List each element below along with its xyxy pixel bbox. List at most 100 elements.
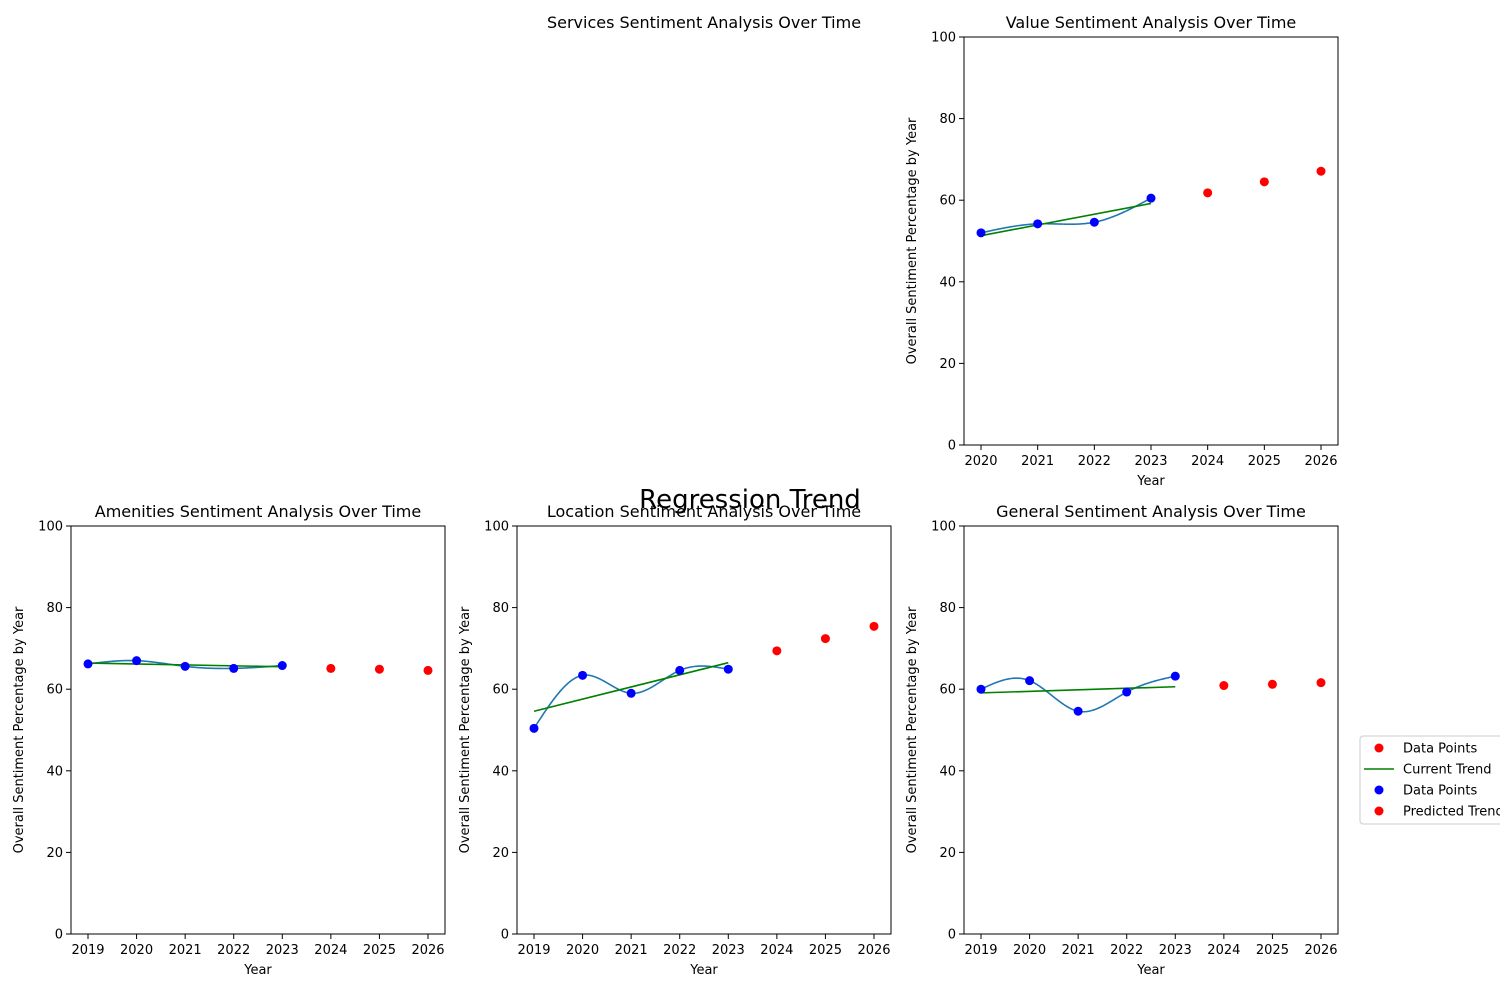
x-tick-label: 2022 (1110, 943, 1143, 958)
y-tick-label: 20 (46, 846, 63, 861)
x-tick-label: 2025 (1248, 454, 1281, 469)
y-tick-label: 100 (931, 520, 956, 535)
legend-dot-marker (1374, 806, 1384, 816)
y-tick-label: 40 (939, 275, 956, 290)
x-tick-label: 2020 (1013, 943, 1046, 958)
x-axis-label: Year (1136, 963, 1165, 978)
predicted-point (1203, 188, 1213, 198)
axes-frame (70, 525, 446, 935)
data-point (723, 664, 733, 674)
x-axis-label: Year (689, 963, 718, 978)
y-tick-label: 60 (46, 683, 63, 698)
data-point (1073, 706, 1083, 716)
subplot-title: Services Sentiment Analysis Over Time (547, 13, 861, 32)
data-point (1089, 217, 1099, 227)
legend-box (1359, 735, 1500, 825)
y-tick-label: 40 (46, 764, 63, 779)
x-tick-label: 2019 (517, 943, 550, 958)
subplot-services: Services Sentiment Analysis Over Time (547, 13, 861, 32)
x-tick-label: 2021 (1062, 943, 1095, 958)
y-tick-label: 0 (948, 439, 956, 454)
y-axis-label: Overall Sentiment Percentage by Year (905, 606, 920, 853)
x-tick-label: 2020 (964, 454, 997, 469)
data-point (578, 670, 588, 680)
data-point (1122, 687, 1132, 697)
y-tick-label: 60 (939, 683, 956, 698)
data-point (976, 684, 986, 694)
data-point (277, 661, 287, 671)
legend-label: Current Trend (1403, 763, 1492, 778)
data-point (132, 656, 142, 666)
predicted-point (869, 621, 879, 631)
legend-dot-marker (1374, 785, 1384, 795)
data-point (626, 688, 636, 698)
axes-frame (963, 36, 1339, 446)
x-tick-label: 2019 (964, 943, 997, 958)
data-point (976, 228, 986, 238)
legend-item-current-trend: Current Trend (1364, 763, 1492, 778)
data-point (1146, 193, 1156, 203)
x-tick-label: 2021 (169, 943, 202, 958)
x-tick-label: 2024 (314, 943, 347, 958)
x-tick-label: 2024 (1191, 454, 1224, 469)
subplot-title: Amenities Sentiment Analysis Over Time (95, 502, 421, 521)
subplot-amenities: Amenities Sentiment Analysis Over Time 20… (12, 502, 446, 978)
legend-label: Predicted Trend (1403, 805, 1500, 820)
predicted-point (820, 634, 830, 644)
subplot-title: Location Sentiment Analysis Over Time (547, 502, 861, 521)
y-tick-label: 80 (939, 112, 956, 127)
y-tick-label: 100 (38, 520, 63, 535)
predicted-point (772, 646, 782, 656)
x-tick-label: 2023 (712, 943, 745, 958)
y-tick-label: 0 (55, 928, 63, 943)
y-tick-label: 40 (939, 764, 956, 779)
x-axis-label: Year (243, 963, 272, 978)
x-tick-label: 2024 (1207, 943, 1240, 958)
current-trend-line (980, 202, 1152, 237)
x-tick-label: 2025 (809, 943, 842, 958)
subplot-location: Location Sentiment Analysis Over Time201… (458, 502, 892, 978)
y-tick-label: 20 (492, 846, 509, 861)
y-tick-label: 60 (939, 194, 956, 209)
current-trend-line (980, 685, 1176, 694)
y-tick-label: 60 (492, 683, 509, 698)
x-tick-label: 2020 (566, 943, 599, 958)
x-tick-label: 2026 (1304, 454, 1337, 469)
y-tick-label: 0 (501, 928, 509, 943)
y-tick-label: 0 (948, 928, 956, 943)
data-point (675, 665, 685, 675)
legend-item-data-points: Data Points (1374, 784, 1477, 799)
y-tick-label: 40 (492, 764, 509, 779)
legend-item-data-points: Data Points (1374, 742, 1477, 757)
subplot-title: General Sentiment Analysis Over Time (996, 502, 1306, 521)
y-tick-label: 100 (931, 31, 956, 46)
axes-frame (516, 525, 892, 935)
x-tick-label: 2026 (1304, 943, 1337, 958)
x-tick-label: 2026 (857, 943, 890, 958)
x-tick-label: 2022 (663, 943, 696, 958)
y-tick-label: 100 (484, 520, 509, 535)
figure-legend: Data Points Current Trend Data Points Predi… (1359, 735, 1500, 825)
x-tick-label: 2023 (1134, 454, 1167, 469)
predicted-point (1259, 177, 1269, 187)
subplot-general: General Sentiment Analysis Over Time 2019… (905, 502, 1339, 978)
predicted-point (1316, 678, 1326, 688)
smooth-curve (980, 197, 1152, 234)
x-axis-label: Year (1136, 474, 1165, 489)
predicted-point (374, 664, 384, 674)
y-tick-label: 20 (939, 846, 956, 861)
axes-frame (963, 525, 1339, 935)
x-tick-label: 2026 (411, 943, 444, 958)
y-tick-label: 20 (939, 357, 956, 372)
x-tick-label: 2023 (266, 943, 299, 958)
data-point (1033, 219, 1043, 229)
y-tick-label: 80 (492, 601, 509, 616)
y-axis-label: Overall Sentiment Percentage by Year (458, 606, 473, 853)
x-tick-label: 2024 (760, 943, 793, 958)
legend-item-predicted-trend: Predicted Trend (1374, 805, 1500, 820)
data-point (180, 661, 190, 671)
legend-dot-marker (1374, 743, 1384, 753)
x-tick-label: 2023 (1159, 943, 1192, 958)
